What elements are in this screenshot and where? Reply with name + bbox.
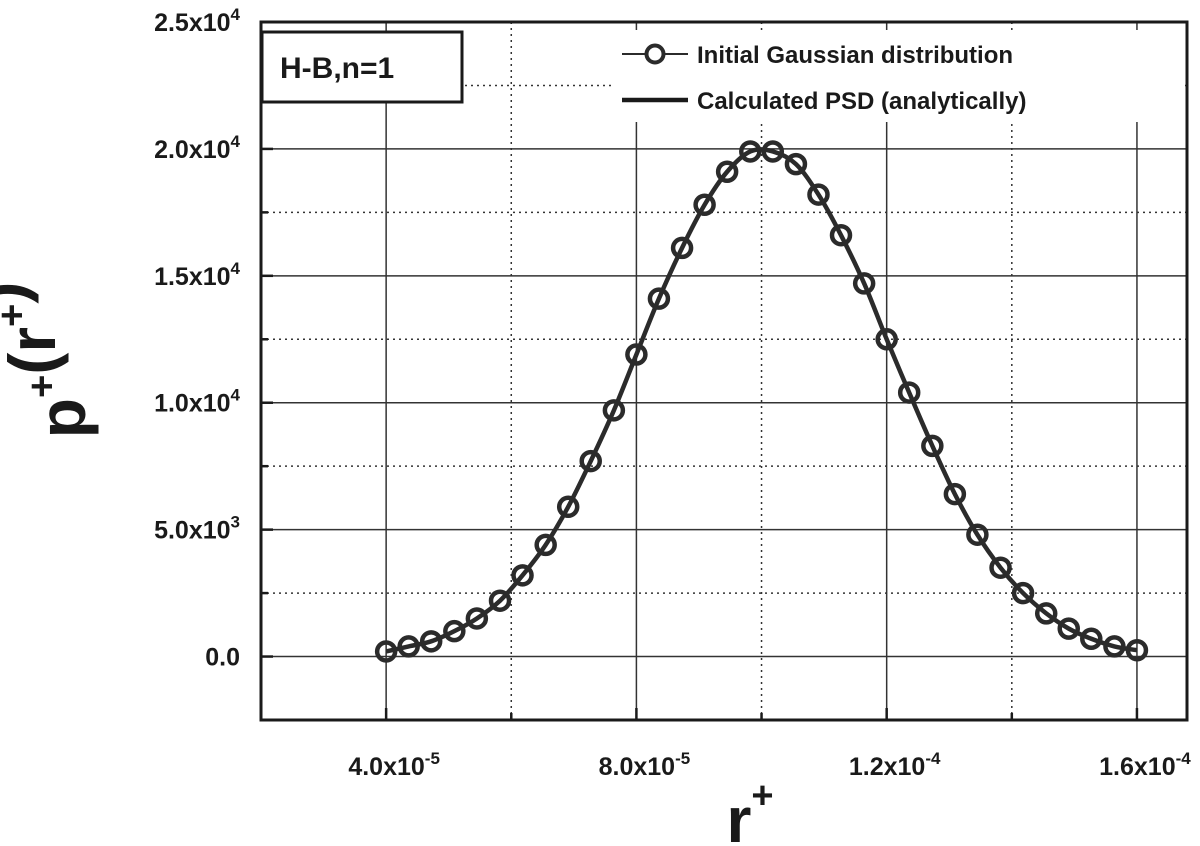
data-point-initial-gaussian [807, 183, 830, 206]
data-point-initial-gaussian [966, 523, 989, 546]
data-point-initial-gaussian [852, 272, 876, 295]
x-axis-title: r+ [726, 775, 773, 846]
data-point-initial-gaussian [989, 556, 1012, 579]
data-point-initial-gaussian [784, 152, 808, 176]
data-point-initial-gaussian [875, 328, 898, 351]
data-point-initial-gaussian [511, 564, 534, 587]
data-point-initial-gaussian [465, 607, 489, 630]
data-point-initial-gaussian [693, 193, 716, 216]
data-point-initial-gaussian [943, 482, 967, 506]
data-point-initial-gaussian [1080, 627, 1103, 651]
data-point-initial-gaussian [921, 434, 944, 458]
data-point-initial-gaussian [829, 223, 853, 247]
legend-background [612, 30, 1184, 122]
data-point-initial-gaussian [443, 619, 466, 643]
y-tick-label: 5.0x103 [154, 513, 240, 545]
data-point-initial-gaussian [419, 630, 443, 653]
legend: Initial Gaussian distribution Calculated… [612, 30, 1184, 122]
y-tick-label: 0.0 [205, 644, 240, 672]
y-tick-label: 1.0x104 [154, 386, 240, 418]
data-point-initial-gaussian [579, 449, 602, 473]
series-line-calculated-psd [385, 147, 1138, 654]
x-tick-label: 4.0x10-5 [348, 749, 440, 781]
data-point-initial-gaussian [647, 287, 671, 310]
x-tick-label: 1.2x10-4 [849, 749, 941, 781]
x-tick-labels: 4.0x10-5 8.0x10-5 1.2x10-4 1.6x10-4 [348, 749, 1191, 781]
data-point-initial-gaussian [625, 343, 648, 366]
data-point-initial-gaussian [374, 640, 398, 663]
y-tick-labels: 0.0 5.0x103 1.0x104 1.5x104 2.0x104 2.5x104 [154, 5, 240, 672]
data-point-initial-gaussian [897, 381, 921, 404]
series-markers [374, 140, 1149, 663]
data-point-initial-gaussian [534, 533, 557, 557]
y-axis-title: p+(r+) [0, 282, 99, 439]
data-point-initial-gaussian [761, 140, 785, 163]
data-point-initial-gaussian [670, 236, 694, 260]
series-lines [385, 147, 1138, 654]
data-point-initial-gaussian [739, 140, 762, 163]
y-tick-label: 2.5x104 [154, 5, 240, 37]
data-point-initial-gaussian [602, 399, 626, 422]
y-tick-label: 2.0x104 [154, 132, 240, 164]
data-point-initial-gaussian [1103, 635, 1126, 658]
data-point-initial-gaussian [556, 495, 580, 519]
plot-frame [259, 20, 1189, 722]
x-tick-label: 8.0x10-5 [599, 749, 691, 781]
legend-entry-calculated: Calculated PSD (analytically) [697, 88, 1026, 115]
data-point-initial-gaussian [488, 589, 512, 612]
data-point-initial-gaussian [1034, 602, 1058, 625]
data-point-initial-gaussian [1011, 581, 1035, 605]
x-tick-label: 1.6x10-4 [1099, 749, 1191, 781]
legend-circle-marker [644, 43, 666, 65]
legend-entry-initial: Initial Gaussian distribution [697, 42, 1013, 69]
data-point-initial-gaussian [715, 160, 739, 184]
annotation-frame [260, 30, 464, 104]
annotation-label: H-B,n=1 [280, 52, 394, 85]
axis-ticks [261, 20, 1139, 720]
data-point-initial-gaussian [1057, 617, 1080, 640]
data-point-initial-gaussian [1125, 638, 1149, 662]
data-point-initial-gaussian [397, 635, 420, 658]
y-tick-label: 1.5x104 [154, 259, 240, 291]
annotation-box: H-B,n=1 [260, 30, 464, 104]
